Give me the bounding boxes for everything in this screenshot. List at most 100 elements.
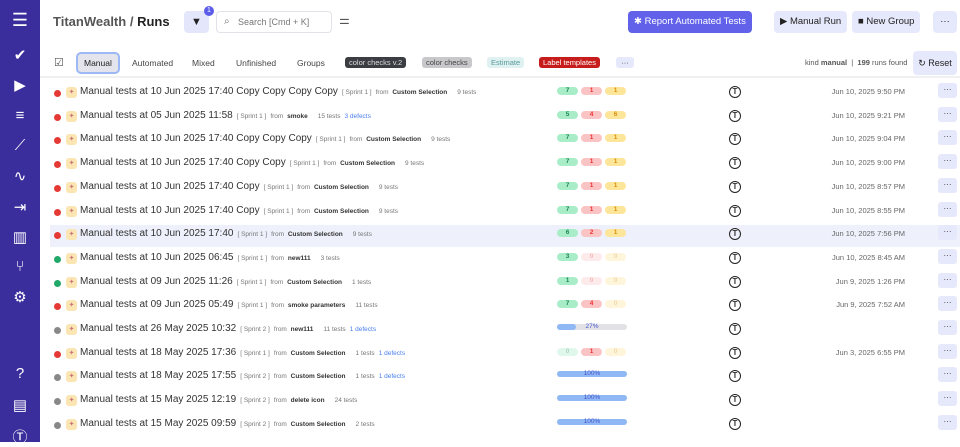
user-avatar-icon: T (729, 370, 741, 383)
run-row[interactable]: ✦ Manual tests at 10 Jun 2025 17:40 Copy… (50, 201, 960, 224)
row-more-button[interactable]: ··· (938, 201, 957, 217)
run-row[interactable]: ✦ Manual tests at 10 Jun 2025 06:45[ Spr… (50, 248, 960, 271)
row-more-button[interactable]: ··· (938, 296, 957, 312)
run-row[interactable]: ✦ Manual tests at 10 Jun 2025 17:40 Copy… (50, 154, 960, 176)
label-filter[interactable]: Label templates (539, 57, 600, 68)
report-automated-tests-button[interactable]: ✱ Report Automated Tests (628, 11, 752, 33)
run-row[interactable]: ✦ Manual tests at 05 Jun 2025 11:58[ Spr… (50, 106, 960, 129)
check-icon[interactable]: ✔ (13, 47, 27, 64)
chart-icon[interactable]: ▥ (12, 229, 28, 246)
reset-button[interactable]: ↻ Reset (913, 51, 957, 75)
run-title[interactable]: Manual tests at 10 Jun 2025 17:40 Copy C… (80, 133, 312, 145)
avatar-icon[interactable]: Ⓣ (12, 429, 28, 446)
branch-icon[interactable]: ⑂ (15, 258, 25, 275)
label-filter[interactable]: color checks v.2 (345, 57, 407, 68)
row-more-button[interactable]: ··· (938, 272, 957, 288)
row-more-button[interactable]: ··· (938, 130, 957, 146)
run-row[interactable]: ✦ Manual tests at 10 Jun 2025 17:40[ Spr… (50, 225, 960, 248)
row-more-button[interactable]: ··· (938, 320, 957, 335)
source-plan: Custom Selection (313, 207, 369, 215)
run-title[interactable]: Manual tests at 10 Jun 2025 17:40 (80, 228, 234, 240)
run-row[interactable]: ✦ Manual tests at 10 Jun 2025 17:40 Copy… (50, 130, 960, 152)
row-more-button[interactable]: ··· (938, 343, 957, 359)
from-label: from (270, 278, 284, 286)
run-row[interactable]: ✦ Manual tests at 10 Jun 2025 17:40 Copy… (50, 83, 960, 105)
failed-count: 1 (581, 134, 602, 143)
row-more-button[interactable]: ··· (938, 367, 957, 383)
run-row[interactable]: ✦ Manual tests at 09 Jun 2025 05:49[ Spr… (50, 296, 960, 318)
run-title[interactable]: Manual tests at 15 May 2025 12:19 (80, 394, 237, 406)
tab-unfinished[interactable]: Unfinished (236, 58, 277, 68)
run-row[interactable]: ✦ Manual tests at 15 May 2025 09:59[ Spr… (50, 414, 960, 437)
manual-run-button[interactable]: ▶ Manual Run (774, 11, 848, 33)
run-title[interactable]: Manual tests at 10 Jun 2025 06:45 (80, 251, 234, 263)
progress-bar: 27% (557, 323, 627, 330)
run-title[interactable]: Manual tests at 10 Jun 2025 17:40 Copy C… (80, 86, 338, 97)
row-more-button[interactable]: ··· (938, 154, 957, 170)
defects-link[interactable]: 1 defects (349, 326, 377, 333)
row-more-button[interactable]: ··· (938, 225, 957, 241)
sprint: [ Sprint 1 ] (237, 254, 268, 262)
run-stats: 3 0 0 (557, 252, 627, 262)
folder-icon[interactable]: ▤ (12, 397, 28, 414)
help-icon[interactable]: ? (15, 365, 25, 382)
failed-count: 0 (581, 276, 602, 285)
run-row[interactable]: ✦ Manual tests at 15 May 2025 12:19[ Spr… (50, 391, 960, 413)
header-more-button[interactable]: ··· (933, 11, 957, 33)
tab-groups[interactable]: Groups (297, 58, 325, 68)
sprint: [ Sprint 2 ] (240, 397, 270, 405)
settings-sliders-icon[interactable]: ⚌ (339, 13, 350, 27)
run-title[interactable]: Manual tests at 18 May 2025 17:36 (80, 346, 237, 358)
skipped-count: 1 (605, 205, 626, 214)
run-title[interactable]: Manual tests at 26 May 2025 10:32 (80, 323, 237, 334)
status-failed-icon (54, 303, 61, 311)
run-title[interactable]: Manual tests at 10 Jun 2025 17:40 Copy C… (80, 157, 286, 169)
row-more-button[interactable]: ··· (938, 414, 957, 430)
run-row[interactable]: ✦ Manual tests at 18 May 2025 17:36[ Spr… (50, 343, 960, 366)
run-stats: 7 4 0 (557, 300, 627, 309)
pulse-icon[interactable]: ∿ (13, 168, 27, 185)
user-avatar-icon: T (729, 299, 741, 312)
row-more-button[interactable]: ··· (938, 83, 957, 98)
defects-link[interactable]: 1 defects (378, 349, 406, 357)
trend-icon[interactable]: ⟋ (14, 137, 26, 154)
label-filter[interactable]: color checks (422, 57, 472, 68)
status-pending-icon (54, 327, 61, 334)
run-title[interactable]: Manual tests at 18 May 2025 17:55 (80, 370, 237, 382)
list-check-icon[interactable]: ≡ (15, 107, 25, 124)
manual-run-icon: ✦ (66, 110, 77, 122)
defects-link[interactable]: 1 defects (378, 373, 406, 381)
label-filter[interactable]: Estimate (487, 57, 525, 68)
tab-manual[interactable]: Manual (76, 52, 120, 74)
failed-count: 1 (581, 205, 602, 214)
tab-automated[interactable]: Automated (132, 58, 174, 68)
run-title[interactable]: Manual tests at 10 Jun 2025 17:40 Copy (80, 204, 260, 216)
row-more-button[interactable]: ··· (938, 248, 957, 264)
run-row[interactable]: ✦ Manual tests at 26 May 2025 10:32[ Spr… (50, 320, 960, 342)
filter-button[interactable]: ▼ (184, 11, 209, 33)
workspace-link[interactable]: TitanWealth (53, 14, 127, 29)
search-icon: ⌕ (224, 16, 230, 27)
labels-more-button[interactable]: ··· (616, 57, 634, 68)
row-more-button[interactable]: ··· (938, 391, 957, 407)
run-title[interactable]: Manual tests at 05 Jun 2025 11:58 (80, 109, 233, 121)
gear-icon[interactable]: ⚙ (13, 289, 27, 306)
new-group-button[interactable]: ■ New Group (852, 11, 921, 33)
run-title[interactable]: Manual tests at 15 May 2025 09:59 (80, 417, 237, 429)
run-title[interactable]: Manual tests at 09 Jun 2025 05:49 (80, 299, 234, 311)
row-more-button[interactable]: ··· (938, 177, 957, 193)
row-more-button[interactable]: ··· (938, 106, 957, 122)
run-title[interactable]: Manual tests at 10 Jun 2025 17:40 Copy (80, 180, 260, 192)
run-row[interactable]: ✦ Manual tests at 18 May 2025 17:55[ Spr… (50, 367, 960, 389)
search-input[interactable]: ⌕ Search [Cmd + K] (216, 11, 332, 33)
failed-count: 1 (581, 181, 602, 190)
select-all-icon[interactable]: ☑ (54, 57, 64, 69)
import-icon[interactable]: ⇥ (13, 199, 27, 216)
run-row[interactable]: ✦ Manual tests at 10 Jun 2025 17:40 Copy… (50, 177, 960, 200)
play-icon[interactable]: ▶ (14, 77, 26, 94)
defects-link[interactable]: 3 defects (344, 112, 371, 120)
menu-icon[interactable]: ☰ (11, 10, 29, 30)
tab-mixed[interactable]: Mixed (192, 58, 215, 68)
run-row[interactable]: ✦ Manual tests at 09 Jun 2025 11:26[ Spr… (50, 272, 960, 295)
run-title[interactable]: Manual tests at 09 Jun 2025 11:26 (80, 275, 233, 287)
